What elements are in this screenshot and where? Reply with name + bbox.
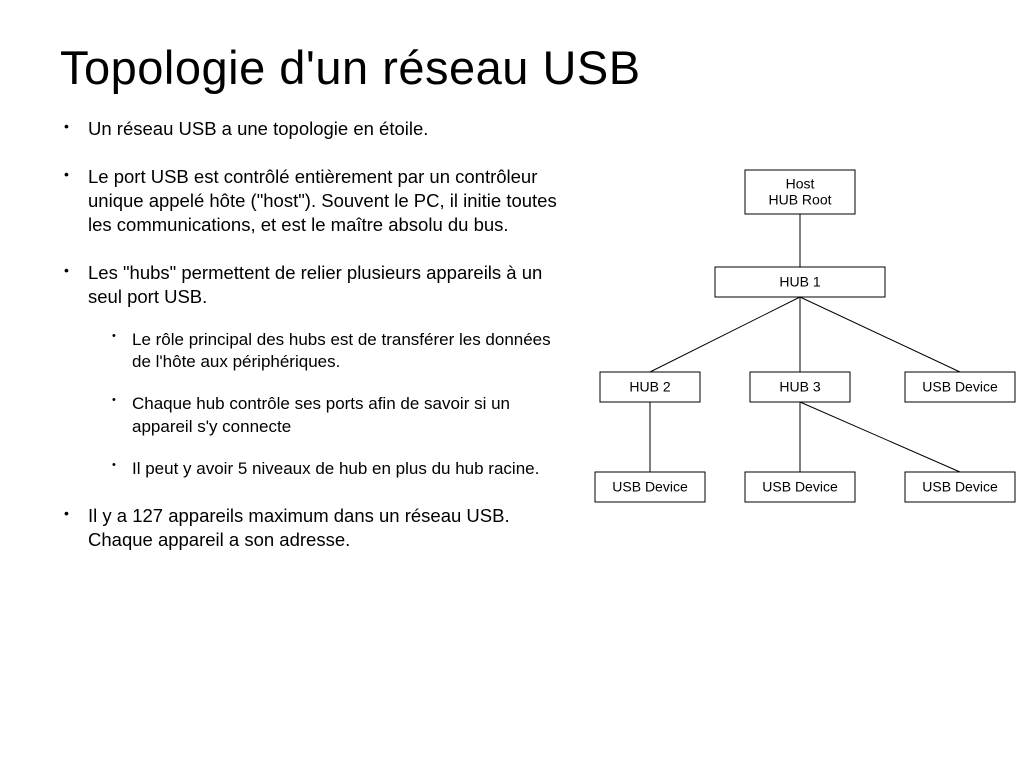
diagram-node-label: USB Device	[922, 479, 998, 495]
bullet-item: Un réseau USB a une topologie en étoile.	[60, 117, 560, 141]
diagram-edge	[650, 297, 800, 372]
content-row: Un réseau USB a une topologie en étoile.…	[60, 117, 994, 577]
diagram-edge	[800, 297, 960, 372]
diagram-node: USB Device	[595, 472, 705, 502]
bullet-item: Les "hubs" permettent de relier plusieur…	[60, 261, 560, 480]
usb-topology-diagram: HostHUB Root HUB 1 HUB 2 HUB 3 USB Device USB…	[570, 162, 1024, 562]
diagram-node: USB Device	[905, 372, 1015, 402]
diagram-column: HostHUB Root HUB 1 HUB 2 HUB 3 USB Device USB…	[570, 117, 994, 577]
bullet-text: Les "hubs" permettent de relier plusieur…	[88, 262, 542, 307]
bullet-item: Il y a 127 appareils maximum dans un rés…	[60, 504, 560, 552]
diagram-node-label: USB Device	[612, 479, 688, 495]
text-column: Un réseau USB a une topologie en étoile.…	[60, 117, 570, 576]
diagram-node-label: USB Device	[922, 379, 998, 395]
page-title: Topologie d'un réseau USB	[60, 40, 994, 95]
diagram-node-label: Host	[786, 176, 815, 192]
diagram-node: HUB 1	[715, 267, 885, 297]
diagram-node: HUB 2	[600, 372, 700, 402]
sub-bullet-item: Il peut y avoir 5 niveaux de hub en plus…	[110, 458, 560, 480]
diagram-node-label: USB Device	[762, 479, 838, 495]
sub-bullet-item: Chaque hub contrôle ses ports afin de sa…	[110, 393, 560, 437]
diagram-node-label: HUB 1	[779, 274, 820, 290]
bullet-list: Un réseau USB a une topologie en étoile.…	[60, 117, 560, 552]
diagram-edges	[650, 214, 960, 472]
diagram-edge	[800, 402, 960, 472]
slide: Topologie d'un réseau USB Un réseau USB …	[0, 0, 1024, 768]
diagram-node: HUB 3	[750, 372, 850, 402]
diagram-node: HostHUB Root	[745, 170, 855, 214]
diagram-nodes: HostHUB Root HUB 1 HUB 2 HUB 3 USB Device USB…	[595, 170, 1015, 502]
sub-bullet-item: Le rôle principal des hubs est de transf…	[110, 329, 560, 373]
diagram-node-label: HUB 3	[779, 379, 820, 395]
diagram-node: USB Device	[905, 472, 1015, 502]
diagram-node-label: HUB Root	[768, 192, 831, 208]
diagram-node: USB Device	[745, 472, 855, 502]
diagram-node-label: HUB 2	[629, 379, 670, 395]
bullet-item: Le port USB est contrôlé entièrement par…	[60, 165, 560, 237]
sub-bullet-list: Le rôle principal des hubs est de transf…	[88, 329, 560, 479]
